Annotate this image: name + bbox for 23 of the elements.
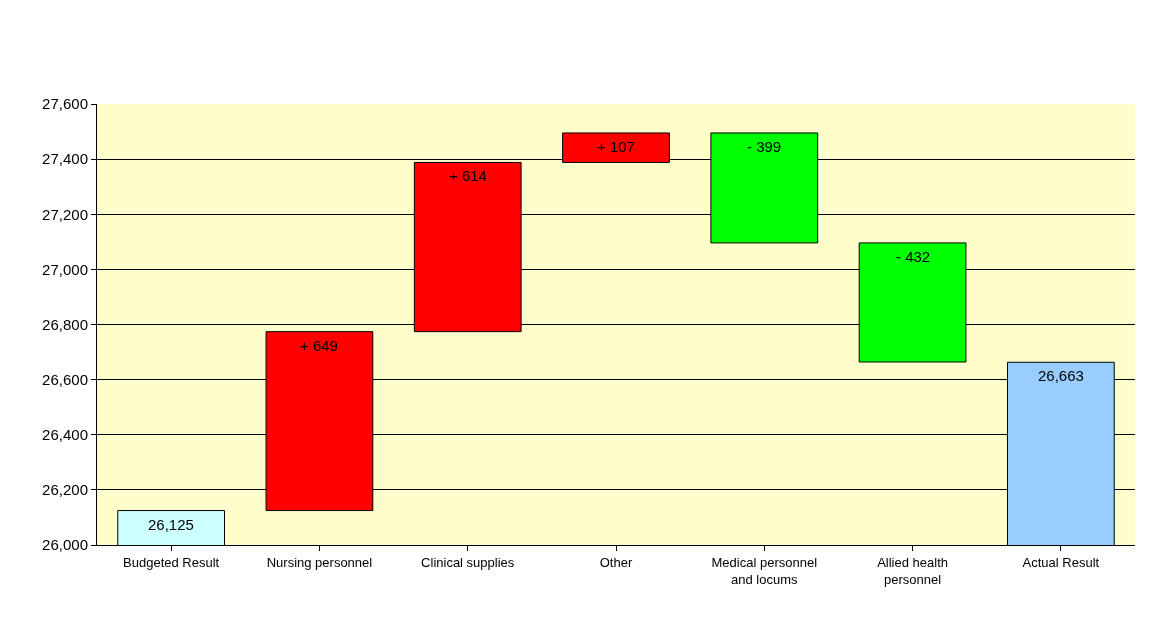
data-label: - 432	[896, 248, 931, 265]
x-tick-label: Other	[599, 554, 633, 570]
x-tick-label: Nursing personnel	[266, 554, 373, 570]
x-tick-label: Budgeted Result	[123, 554, 220, 570]
data-label: + 649	[300, 337, 338, 354]
y-tick-label: 26,800	[42, 315, 88, 333]
x-tick-label: Actual Result	[1022, 554, 1100, 570]
data-label: 26,663	[1038, 367, 1084, 384]
data-label: + 614	[449, 167, 487, 184]
y-tick-label: 26,000	[42, 536, 88, 554]
y-tick-label: 26,200	[42, 481, 88, 499]
y-tick-label: 27,000	[42, 260, 88, 278]
data-label: 26,125	[148, 516, 194, 533]
x-tick-label: Medical personnel and locums	[711, 554, 818, 587]
y-tick-label: 27,600	[42, 95, 88, 113]
data-label: + 107	[597, 138, 635, 155]
y-tick-label: 26,400	[42, 426, 88, 443]
y-tick-label: 27,200	[42, 205, 88, 223]
x-tick-label: Allied health personnel	[877, 554, 948, 587]
y-tick-label: 26,600	[42, 370, 88, 388]
x-tick-label: Clinical supplies	[421, 554, 515, 570]
data-label: - 399	[747, 138, 782, 155]
y-tick-label: 27,400	[42, 150, 88, 168]
